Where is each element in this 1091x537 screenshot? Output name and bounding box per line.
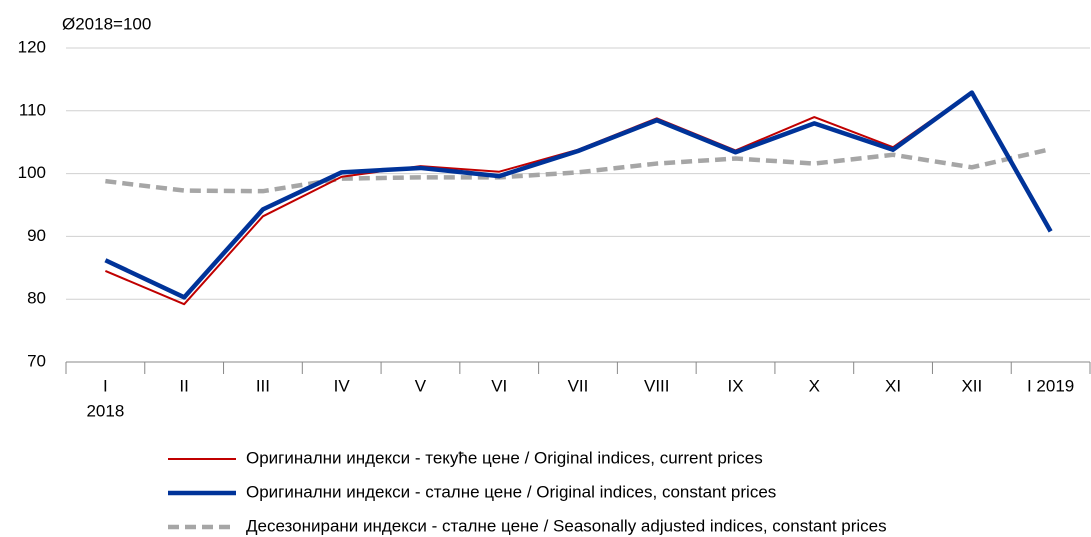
y-tick-label: 120 [18, 37, 46, 56]
legend-label: Десезонирани индекси - сталне цене / Sea… [246, 516, 887, 535]
x-tick-label: VIII [644, 376, 670, 395]
x-tick-label: VI [491, 376, 507, 395]
x-tick-label: XI [885, 376, 901, 395]
x-tick-label: X [809, 376, 820, 395]
y-axis-label: Ø2018=100 [62, 14, 151, 33]
x-tick-label: V [415, 376, 427, 395]
series-line [104, 90, 1052, 306]
y-tick-label: 100 [18, 163, 46, 182]
x-tick-label: II [179, 376, 188, 395]
y-tick-label: 110 [19, 100, 46, 119]
x-tick-sublabel: 2018 [86, 401, 124, 420]
x-tick-label: I 2019 [1027, 376, 1074, 395]
series-line [105, 146, 1052, 194]
y-tick-label: 90 [27, 226, 46, 245]
y-tick-label: 70 [27, 351, 46, 370]
x-tick-label: VII [568, 376, 589, 395]
x-tick-label: I [103, 376, 108, 395]
legend-label: Оригинални индекси - сталне цене / Origi… [246, 482, 776, 501]
y-tick-label: 80 [27, 289, 46, 308]
x-tick-label: IV [334, 376, 351, 395]
x-tick-label: IX [728, 376, 744, 395]
x-tick-label: XII [961, 376, 982, 395]
series-line [104, 90, 1053, 300]
x-tick-label: III [256, 376, 270, 395]
legend-label: Оригинални индекси - текуће цене / Origi… [246, 448, 763, 467]
